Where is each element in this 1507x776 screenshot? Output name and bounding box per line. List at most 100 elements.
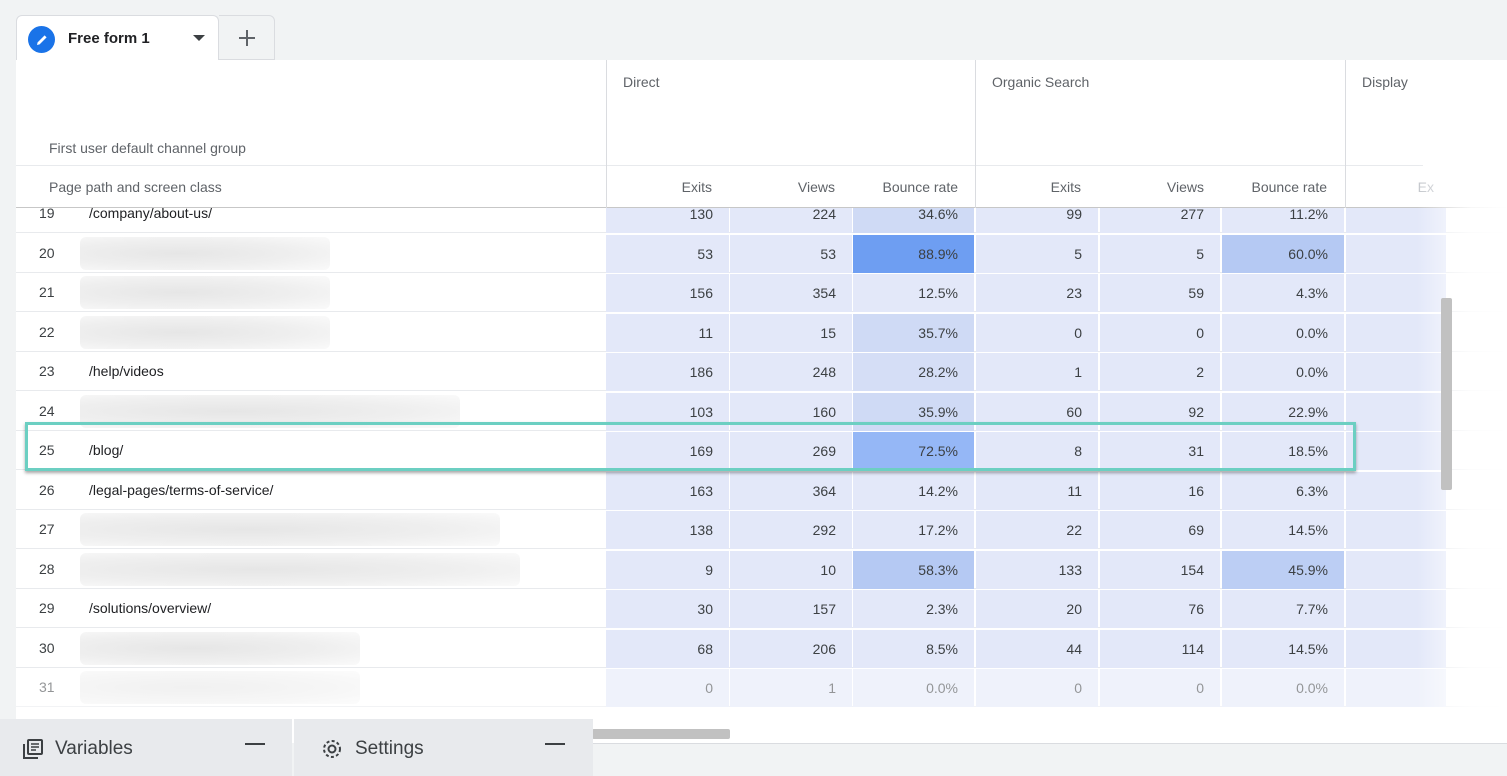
redacted-path [80, 671, 360, 704]
direct-exits-cell: 169 [606, 432, 729, 470]
row-number: 29 [39, 600, 55, 616]
direct-views-cell: 1 [730, 669, 852, 707]
organic-exits-cell: 23 [976, 274, 1098, 312]
row-highlight-box [25, 422, 1356, 471]
pencil-icon[interactable] [28, 26, 55, 53]
organic-exits-cell: 8 [976, 432, 1098, 470]
direct-bounce-rate-cell: 14.2% [853, 471, 974, 510]
organic-views-cell: 0 [1100, 313, 1220, 352]
table-row[interactable]: 30 68 206 8.5% 44 114 14.5% [16, 629, 1507, 668]
organic-exits-cell: 20 [976, 590, 1098, 628]
gear-icon [321, 738, 343, 765]
organic-exits-cell: 22 [976, 511, 1098, 549]
table-row[interactable]: 21 156 354 12.5% 23 59 4.3% [16, 273, 1507, 312]
table-row[interactable]: 23/help/videos 186 248 28.2% 1 2 0.0% [16, 352, 1507, 391]
organic-bounce-rate-cell: 7.7% [1222, 590, 1344, 628]
row-number: 31 [39, 679, 55, 695]
variables-panel-tab[interactable]: Variables [0, 719, 292, 776]
organic-exits-cell: 5 [976, 234, 1098, 273]
tab-bar: Free form 1 [0, 0, 1507, 61]
organic-bounce-rate-cell: 4.3% [1222, 274, 1344, 312]
direct-bounce-rate-cell: 88.9% [853, 234, 974, 273]
direct-views-cell: 248 [730, 353, 852, 391]
horizontal-scrollbar[interactable] [592, 729, 730, 739]
direct-bounce-rate-cell: 72.5% [853, 432, 974, 470]
table-row[interactable]: 26/legal-pages/terms-of-service/163 364 14… [16, 471, 1507, 510]
direct-bounce-rate-cell: 2.3% [853, 590, 974, 628]
tab-free-form-1[interactable]: Free form 1 [16, 15, 219, 61]
organic-views-cell: 114 [1100, 629, 1220, 668]
organic-exits-cell: 1 [976, 353, 1098, 391]
direct-exits-cell: 186 [606, 353, 729, 391]
row-number: 19 [39, 205, 55, 221]
vertical-scrollbar[interactable] [1441, 298, 1452, 490]
overflow-fade [1417, 60, 1507, 743]
direct-exits-cell: 156 [606, 274, 729, 312]
settings-panel-tab[interactable]: Settings [294, 719, 593, 776]
organic-bounce-rate-cell: 0.0% [1222, 669, 1344, 707]
table-row[interactable]: 22 11 15 35.7% 0 0 0.0% [16, 313, 1507, 352]
row-number: 30 [39, 639, 55, 656]
direct-bounce-rate-cell: 0.0% [853, 669, 974, 707]
organic-exits-cell: 0 [976, 313, 1098, 352]
redacted-path [80, 315, 330, 349]
minimize-icon[interactable] [245, 743, 265, 745]
row-number: 25 [39, 442, 55, 458]
page-path: /company/about-us/ [89, 205, 212, 221]
metric-header-views[interactable]: Views [1166, 179, 1204, 195]
organic-bounce-rate-cell: 60.0% [1222, 234, 1344, 273]
direct-views-cell: 10 [730, 550, 852, 589]
organic-exits-cell: 44 [976, 629, 1098, 668]
row-number: 22 [39, 323, 55, 340]
table-row[interactable]: 29/solutions/overview/30 157 2.3% 20 76 7.7% [16, 589, 1507, 628]
metric-header-views[interactable]: Views [797, 179, 835, 195]
direct-views-cell: 354 [730, 274, 852, 312]
organic-views-cell: 16 [1100, 471, 1220, 510]
direct-bounce-rate-cell: 35.7% [853, 313, 974, 352]
metric-header-bounce-rate[interactable]: Bounce rate [1251, 179, 1328, 195]
direct-exits-cell: 11 [606, 313, 729, 352]
metric-header-exits[interactable]: Exits [681, 179, 712, 195]
add-tab-button[interactable] [219, 15, 275, 60]
direct-exits-cell: 53 [606, 234, 729, 273]
direct-views-cell: 206 [730, 629, 852, 668]
row-number: 28 [39, 560, 55, 577]
plus-icon [238, 29, 255, 46]
variables-label: Variables [55, 738, 133, 759]
row-number: 20 [39, 244, 55, 261]
metric-header-bounce-rate[interactable]: Bounce rate [882, 179, 959, 195]
page-path: /help/videos [89, 363, 164, 379]
table-header: First user default channel group Page pa… [16, 60, 1507, 208]
table-row[interactable]: 20 53 53 88.9% 5 5 60.0% [16, 234, 1507, 273]
direct-views-cell: 157 [730, 590, 852, 628]
organic-bounce-rate-cell: 0.0% [1222, 353, 1344, 391]
minimize-icon[interactable] [545, 743, 565, 745]
table-row[interactable]: 27 138 292 17.2% 22 69 14.5% [16, 510, 1507, 549]
page-path: /solutions/overview/ [89, 600, 212, 616]
column-dimension-label: Page path and screen class [49, 179, 222, 195]
page-path: /blog/ [89, 442, 124, 458]
direct-bounce-rate-cell: 28.2% [853, 353, 974, 391]
redacted-path [80, 513, 500, 546]
organic-bounce-rate-cell: 14.5% [1222, 511, 1344, 549]
metric-header-exits[interactable]: Exits [1050, 179, 1081, 195]
organic-bounce-rate-cell: 6.3% [1222, 471, 1344, 510]
organic-exits-cell: 0 [976, 669, 1098, 707]
direct-exits-cell: 163 [606, 471, 729, 510]
organic-exits-cell: 133 [976, 550, 1098, 589]
organic-views-cell: 0 [1100, 669, 1220, 707]
redacted-path [80, 236, 330, 270]
column-group-label: Direct [623, 74, 660, 90]
row-number: 21 [39, 284, 55, 300]
direct-views-cell: 15 [730, 313, 852, 352]
row-number: 27 [39, 521, 55, 537]
library-icon [22, 738, 44, 765]
exploration-canvas: First user default channel group Page pa… [16, 60, 1507, 743]
table-row[interactable]: 28 9 10 58.3% 133 154 45.9% [16, 550, 1507, 589]
page-path: /legal-pages/terms-of-service/ [89, 481, 274, 498]
row-number: 26 [39, 481, 55, 498]
column-group-label: Display [1362, 74, 1408, 90]
table-row[interactable]: 31 0 1 0.0% 0 0 0.0% [16, 668, 1507, 707]
organic-bounce-rate-cell: 18.5% [1222, 432, 1344, 470]
chevron-down-icon[interactable] [193, 35, 205, 41]
